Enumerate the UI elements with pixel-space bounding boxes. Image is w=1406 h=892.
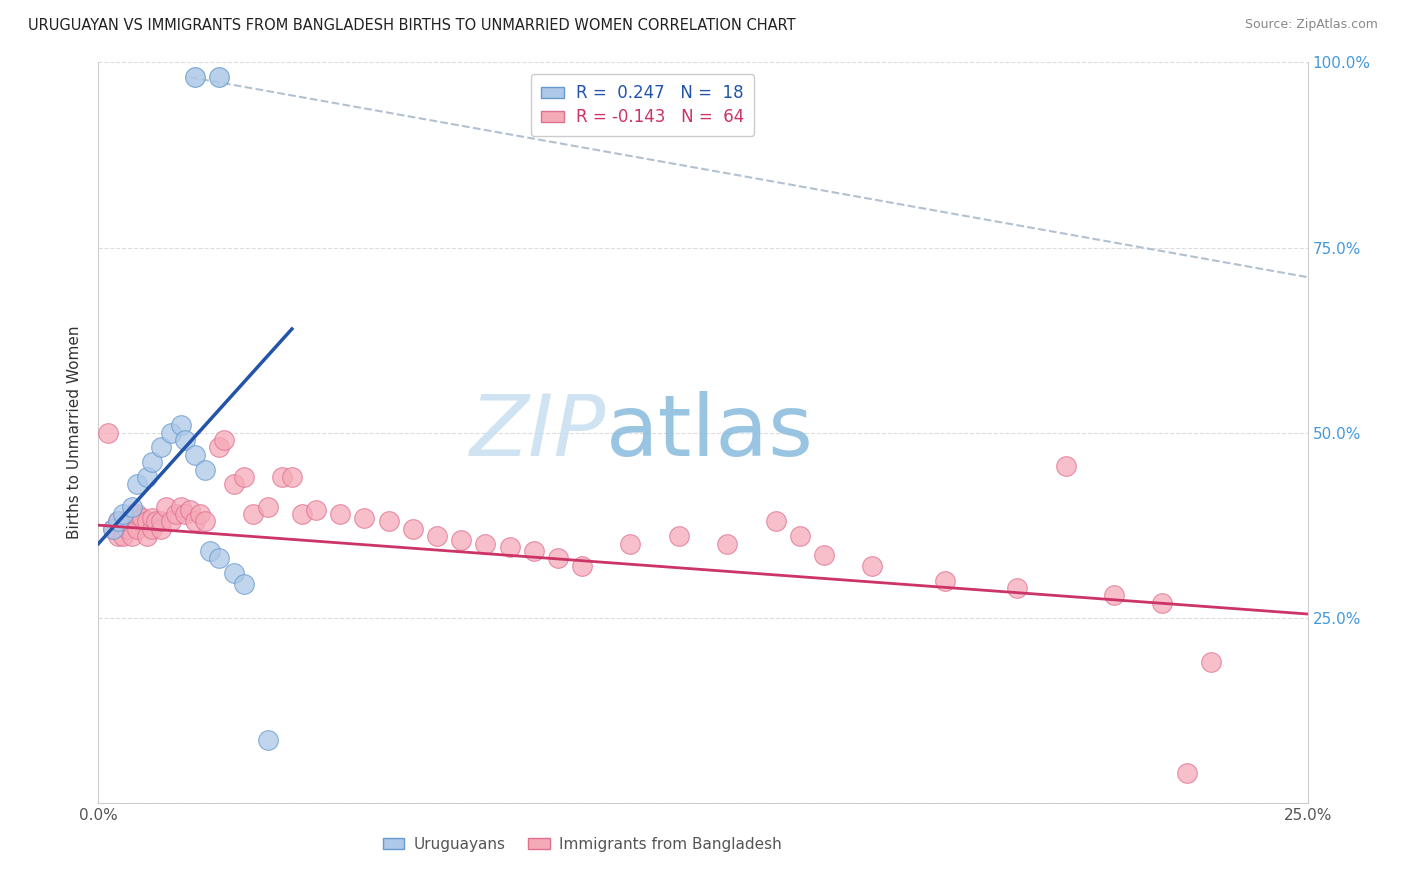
Y-axis label: Births to Unmarried Women: Births to Unmarried Women bbox=[67, 326, 83, 540]
Point bbox=[329, 507, 352, 521]
Point bbox=[150, 441, 173, 455]
Point bbox=[107, 515, 129, 529]
Point bbox=[1007, 581, 1029, 595]
Point bbox=[141, 510, 163, 524]
Point bbox=[121, 507, 143, 521]
Point bbox=[174, 507, 197, 521]
Text: atlas: atlas bbox=[606, 391, 814, 475]
Point bbox=[789, 529, 811, 543]
Point bbox=[107, 515, 129, 529]
Point bbox=[222, 566, 245, 581]
Point bbox=[121, 529, 143, 543]
Legend: Uruguayans, Immigrants from Bangladesh: Uruguayans, Immigrants from Bangladesh bbox=[377, 830, 787, 858]
Text: URUGUAYAN VS IMMIGRANTS FROM BANGLADESH BIRTHS TO UNMARRIED WOMEN CORRELATION CH: URUGUAYAN VS IMMIGRANTS FROM BANGLADESH … bbox=[28, 18, 796, 33]
Point bbox=[813, 548, 835, 562]
Point bbox=[353, 510, 375, 524]
Point bbox=[179, 503, 201, 517]
Point bbox=[127, 477, 149, 491]
Point bbox=[194, 515, 217, 529]
Point bbox=[474, 536, 496, 550]
Point bbox=[1054, 458, 1077, 473]
Point bbox=[290, 507, 312, 521]
Point bbox=[188, 507, 211, 521]
Point bbox=[619, 536, 641, 550]
Point bbox=[571, 558, 593, 573]
Point bbox=[208, 441, 231, 455]
Point bbox=[256, 732, 278, 747]
Point bbox=[232, 470, 254, 484]
Point bbox=[208, 551, 231, 566]
Point bbox=[184, 515, 207, 529]
Point bbox=[169, 500, 191, 514]
Point bbox=[271, 470, 294, 484]
Point bbox=[668, 529, 690, 543]
Point bbox=[135, 529, 157, 543]
Point bbox=[256, 500, 278, 514]
Point bbox=[184, 70, 207, 85]
Point bbox=[194, 462, 217, 476]
Point bbox=[107, 529, 129, 543]
Point bbox=[165, 507, 187, 521]
Point bbox=[184, 448, 207, 462]
Point bbox=[160, 425, 183, 440]
Point bbox=[498, 541, 520, 555]
Point bbox=[127, 522, 149, 536]
Point bbox=[212, 433, 235, 447]
Point bbox=[305, 503, 328, 517]
Point bbox=[765, 515, 787, 529]
Point bbox=[135, 470, 157, 484]
Point bbox=[198, 544, 221, 558]
Point bbox=[426, 529, 449, 543]
Point bbox=[208, 70, 231, 85]
Point bbox=[547, 551, 569, 566]
Point bbox=[145, 515, 167, 529]
Point bbox=[1199, 655, 1222, 669]
Point bbox=[232, 577, 254, 591]
Point bbox=[135, 515, 157, 529]
Point bbox=[860, 558, 883, 573]
Point bbox=[150, 522, 173, 536]
Point bbox=[101, 522, 124, 536]
Point bbox=[402, 522, 425, 536]
Text: ZIP: ZIP bbox=[470, 391, 606, 475]
Point bbox=[141, 522, 163, 536]
Point bbox=[450, 533, 472, 547]
Point bbox=[101, 522, 124, 536]
Point bbox=[127, 507, 149, 521]
Point bbox=[174, 433, 197, 447]
Point bbox=[1152, 596, 1174, 610]
Point bbox=[150, 515, 173, 529]
Point bbox=[111, 529, 134, 543]
Point bbox=[1175, 766, 1198, 780]
Point bbox=[117, 522, 139, 536]
Point bbox=[155, 500, 177, 514]
Point bbox=[281, 470, 304, 484]
Point bbox=[716, 536, 738, 550]
Point bbox=[117, 515, 139, 529]
Point bbox=[169, 418, 191, 433]
Point bbox=[377, 515, 399, 529]
Point bbox=[111, 518, 134, 533]
Point bbox=[523, 544, 546, 558]
Point bbox=[160, 515, 183, 529]
Point bbox=[242, 507, 264, 521]
Point bbox=[121, 500, 143, 514]
Point bbox=[1102, 589, 1125, 603]
Point bbox=[141, 455, 163, 469]
Point bbox=[111, 507, 134, 521]
Point bbox=[222, 477, 245, 491]
Point bbox=[131, 510, 153, 524]
Point bbox=[97, 425, 120, 440]
Text: Source: ZipAtlas.com: Source: ZipAtlas.com bbox=[1244, 18, 1378, 31]
Point bbox=[934, 574, 956, 588]
